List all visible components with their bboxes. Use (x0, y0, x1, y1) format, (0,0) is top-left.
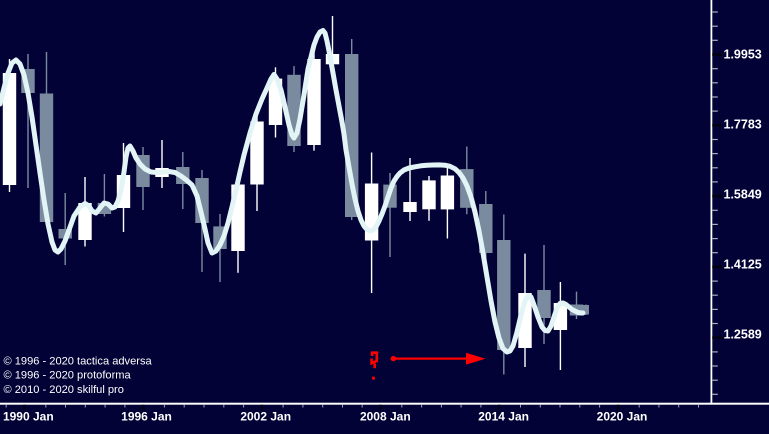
svg-text:2014 Jan: 2014 Jan (478, 409, 529, 423)
svg-text:1.4125: 1.4125 (724, 257, 762, 271)
svg-text:1.7783: 1.7783 (724, 117, 762, 131)
svg-text:1.9953: 1.9953 (724, 47, 762, 61)
svg-text:1.5849: 1.5849 (724, 187, 762, 201)
svg-text:© 2010 - 2020 skilful pro: © 2010 - 2020 skilful pro (4, 384, 124, 396)
svg-text:2020 Jan: 2020 Jan (597, 409, 648, 423)
svg-text:2002 Jan: 2002 Jan (240, 409, 291, 423)
svg-text:1.2589: 1.2589 (724, 327, 762, 341)
svg-text:1996 Jan: 1996 Jan (121, 409, 172, 423)
svg-text:1990 Jan: 1990 Jan (3, 409, 54, 423)
svg-text:© 1996 - 2020 tactica adversa: © 1996 - 2020 tactica adversa (4, 355, 153, 367)
svg-text:© 1996 - 2020 protoforma: © 1996 - 2020 protoforma (4, 370, 132, 382)
svg-text:2008 Jan: 2008 Jan (360, 409, 411, 423)
